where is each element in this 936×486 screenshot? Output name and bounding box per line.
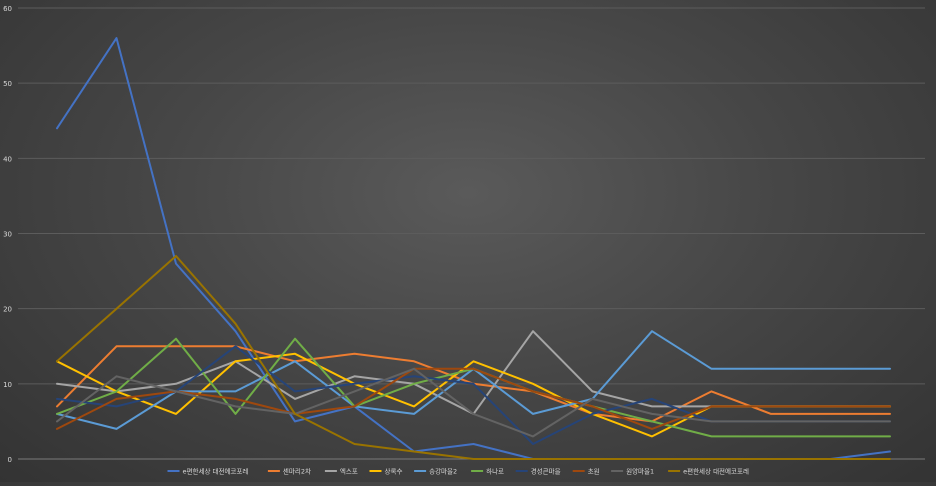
series-line-10 <box>56 255 891 460</box>
legend-label-2: 센마리2차 <box>283 467 311 476</box>
y-tick-label: 10 <box>3 381 12 389</box>
y-tick-label: 60 <box>3 5 12 13</box>
y-tick-label: 30 <box>3 231 12 239</box>
legend-label-6: 하나로 <box>486 467 504 476</box>
y-axis: 0 10 20 30 40 50 60 <box>3 5 12 464</box>
series-line-4 <box>56 352 891 438</box>
series-lines <box>56 37 891 460</box>
gridlines <box>18 7 925 460</box>
series-line-3 <box>56 330 891 415</box>
legend-label-1: e편한세상 대전에코포레 <box>183 467 249 476</box>
series-line-1 <box>56 37 891 460</box>
legend-label-3: 엑스포 <box>340 468 358 476</box>
legend-label-7: 경성큰마을 <box>531 467 561 476</box>
y-tick-label: 50 <box>3 80 12 88</box>
legend-label-10: e편한세상 대전에코포레 <box>683 467 749 476</box>
y-tick-label: 40 <box>3 155 12 163</box>
y-tick-label: 0 <box>8 456 12 464</box>
legend-label-4: 상록수 <box>385 467 403 476</box>
series-line-9 <box>56 367 891 438</box>
legend-label-8: 초원 <box>588 467 600 476</box>
legend-label-5: 송강마을2 <box>429 467 457 476</box>
y-tick-label: 20 <box>3 306 12 314</box>
series-line-8 <box>56 367 891 430</box>
legend: e편한세상 대전에코포레 센마리2차 엑스포 상록수 송강마을2 하나로 경성큰마을 초원 원앙… <box>167 467 749 476</box>
legend-label-9: 원앙마을1 <box>626 467 654 476</box>
